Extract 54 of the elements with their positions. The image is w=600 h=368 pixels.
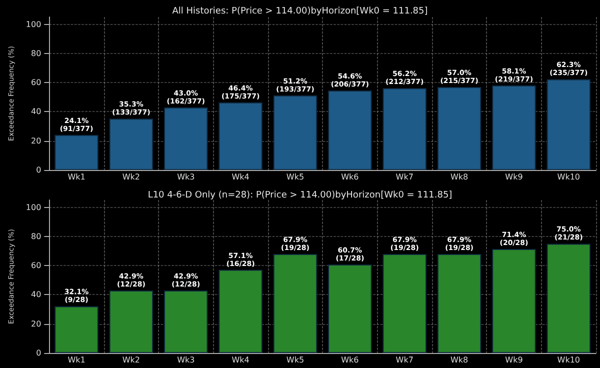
chart-title: L10 4-6-D Only (n=28): P(Price > 114.00)byHorizon[Wk0 = 111.85]	[148, 190, 452, 200]
bar	[54, 306, 98, 353]
bar	[328, 264, 372, 353]
x-tick-label: Wk2	[122, 356, 140, 364]
bar	[273, 95, 318, 170]
x-tick-label: Wk8	[450, 172, 468, 182]
bar	[218, 102, 262, 170]
y-tick-label: 20	[30, 136, 42, 146]
x-tick-label: Wk5	[286, 172, 304, 182]
bar	[382, 254, 426, 353]
y-tick-label: 100	[26, 20, 42, 29]
bar	[109, 290, 154, 353]
bar	[492, 248, 536, 353]
x-tick-label: Wk4	[232, 356, 250, 364]
bar	[546, 79, 591, 170]
x-tick-label: Wk7	[396, 172, 414, 182]
bar	[328, 90, 372, 170]
bar	[273, 254, 318, 353]
bar	[54, 134, 98, 170]
bar	[437, 86, 482, 170]
bar	[164, 290, 208, 353]
x-tick-label: Wk3	[177, 356, 195, 364]
bar	[218, 270, 262, 353]
x-tick-label: Wk1	[68, 172, 86, 182]
x-tick-label: Wk2	[122, 172, 140, 182]
y-tick-label: 100	[26, 202, 42, 212]
y-tick-label: 0	[36, 348, 42, 358]
x-tick-label: Wk6	[341, 356, 359, 364]
x-tick-label: Wk10	[557, 356, 580, 364]
y-tick-label: 80	[30, 232, 42, 241]
x-tick-label: Wk9	[505, 172, 523, 182]
bar	[164, 107, 208, 170]
bar	[546, 244, 591, 353]
bar	[492, 85, 536, 170]
bar	[382, 88, 426, 170]
y-tick-label: 40	[30, 290, 42, 300]
y-tick-label: 40	[30, 107, 42, 116]
x-tick-label: Wk8	[450, 356, 468, 364]
x-tick-label: Wk3	[177, 172, 195, 182]
y-tick-label: 20	[30, 319, 42, 328]
x-tick-label: Wk9	[505, 356, 523, 364]
x-tick-label: Wk6	[341, 172, 359, 182]
x-tick-label: Wk1	[68, 356, 86, 364]
y-tick-label: 80	[30, 48, 42, 58]
y-tick-label: 60	[30, 261, 42, 270]
bar	[109, 118, 154, 170]
y-tick-label: 60	[30, 78, 42, 88]
y-tick-label: 0	[36, 166, 42, 174]
chart-title: All Histories: P(Price > 114.00)byHorizon[Wk0 = 111.85]	[172, 6, 428, 16]
bar	[437, 254, 482, 353]
x-tick-label: Wk7	[396, 356, 414, 364]
x-tick-label: Wk5	[286, 356, 304, 364]
x-tick-label: Wk4	[232, 172, 250, 182]
x-tick-label: Wk10	[557, 172, 580, 182]
